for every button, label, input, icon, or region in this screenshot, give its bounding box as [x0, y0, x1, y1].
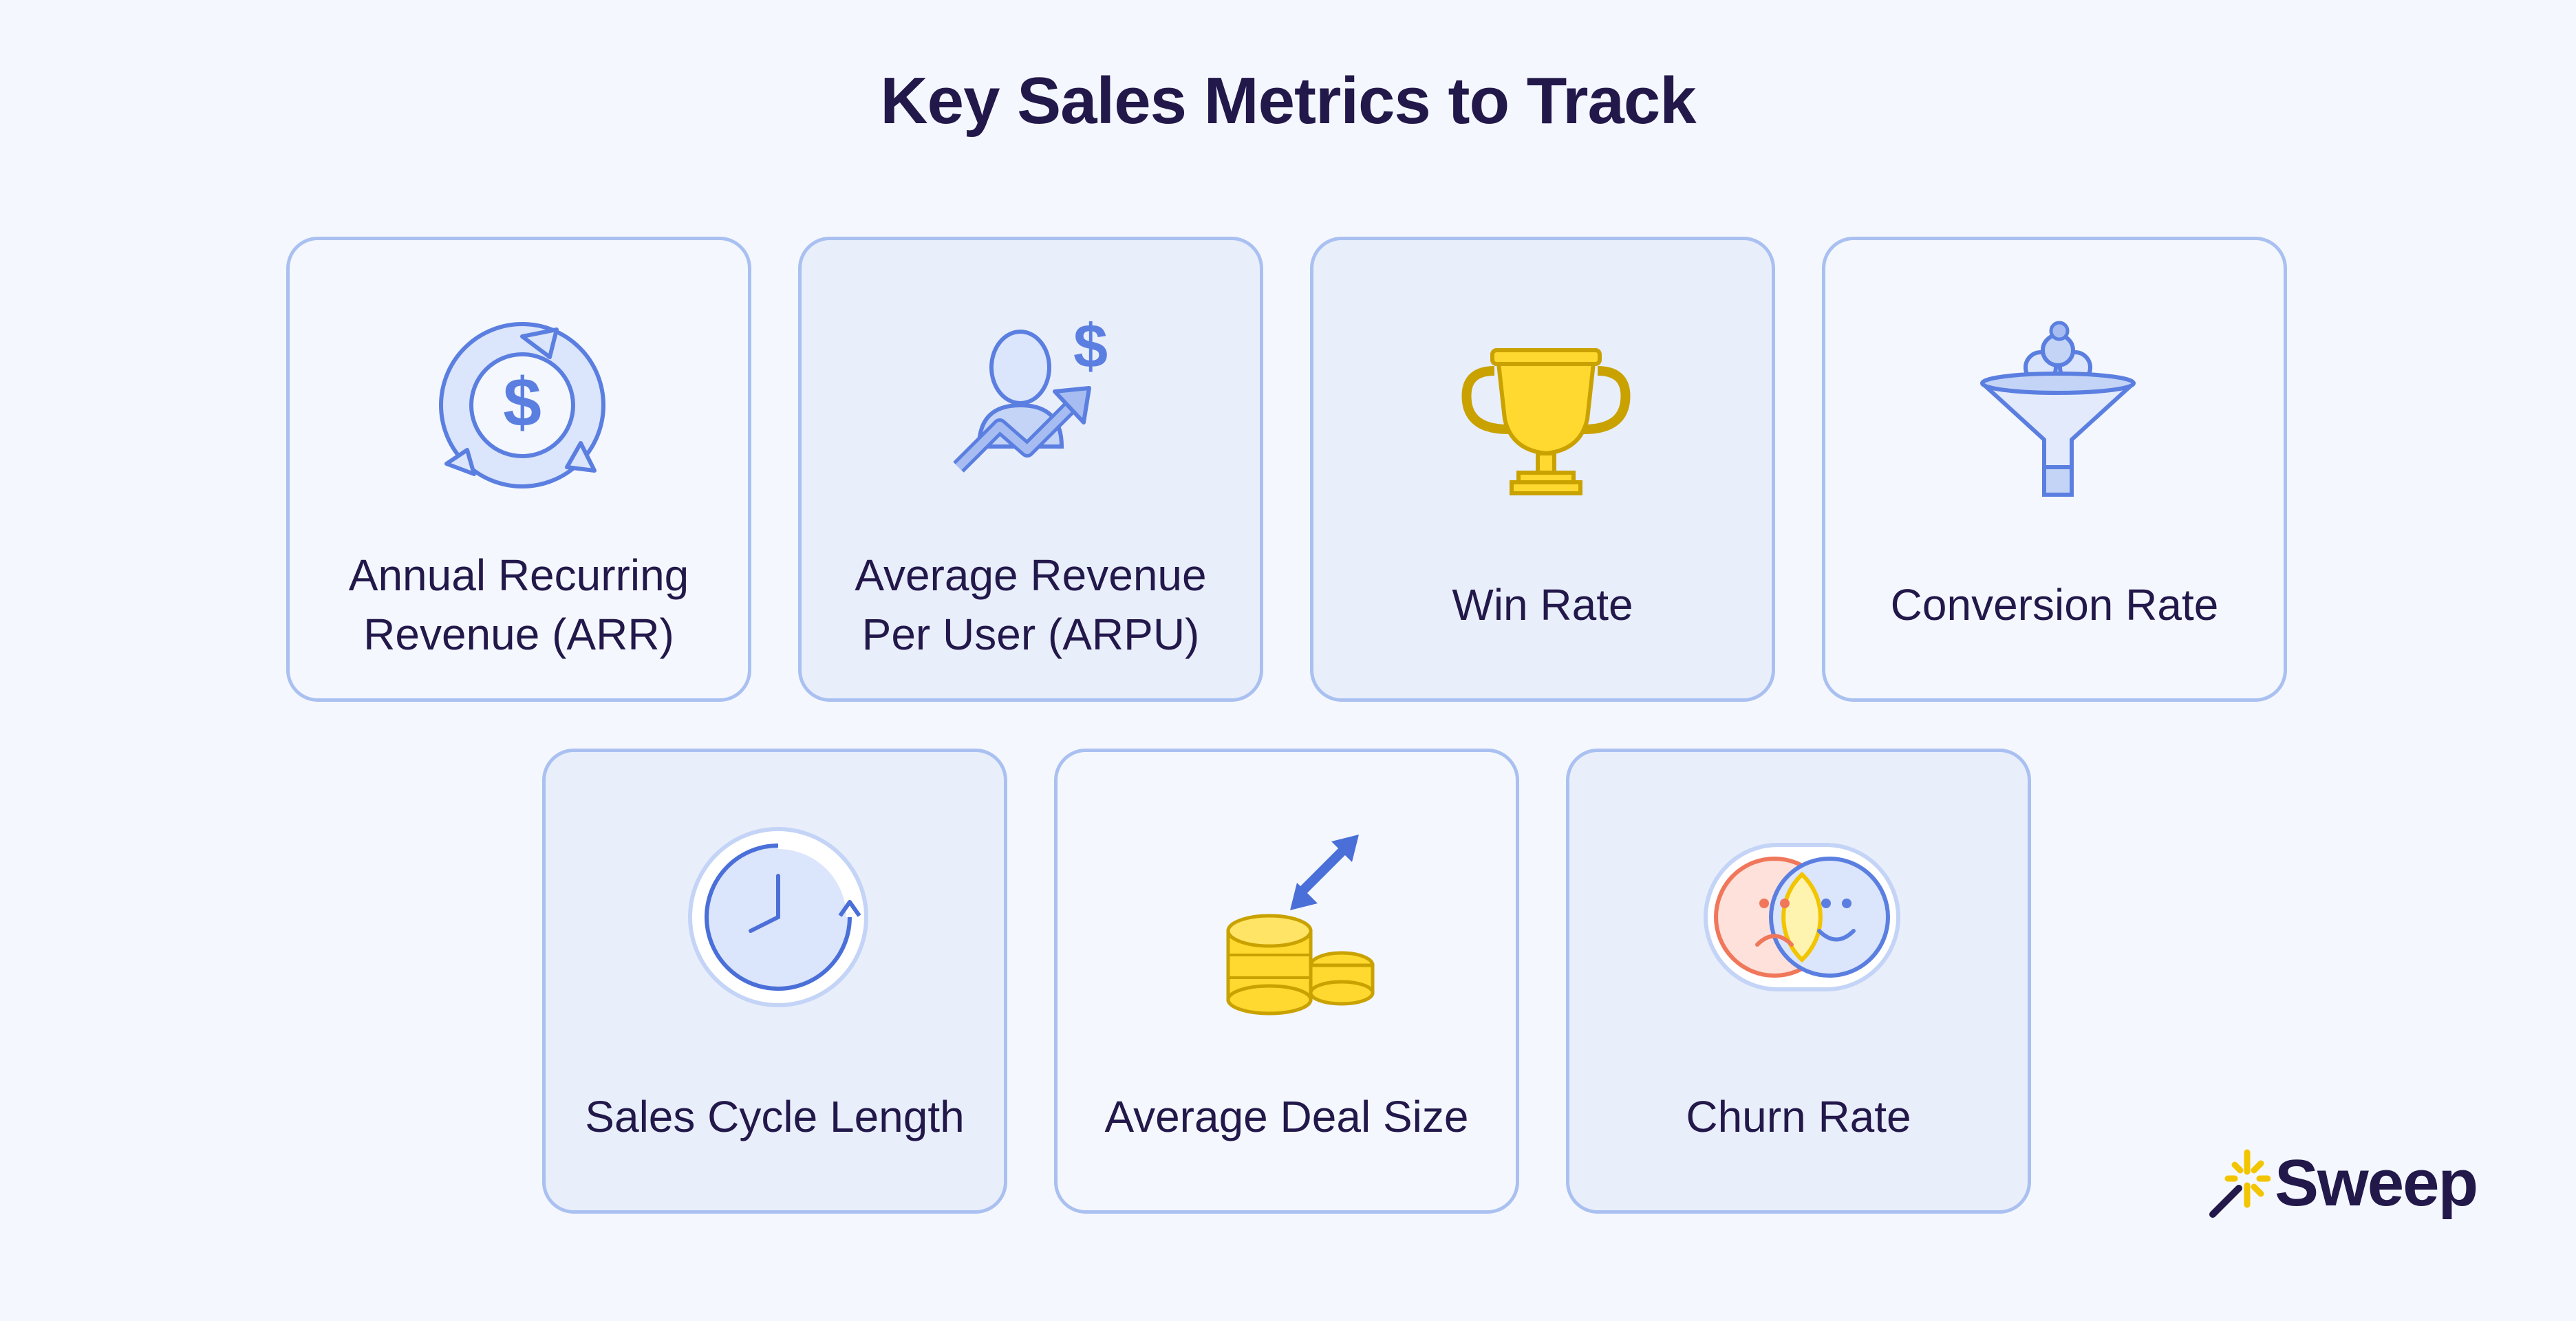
metric-label: Sales Cycle Length: [585, 1092, 965, 1141]
metric-label: Win Rate: [1452, 580, 1633, 630]
metric-card-churn-rate: Churn Rate: [1566, 749, 2031, 1214]
metric-card-arpu: $ Average Revenue Per User (ARPU): [798, 237, 1263, 702]
coins-icon: [1187, 814, 1393, 1020]
metric-label: Average Revenue Per User (ARPU): [855, 550, 1207, 659]
sad-happy-faces-icon: [1699, 814, 1905, 1020]
metric-card-win-rate: Win Rate: [1310, 237, 1775, 702]
trophy-icon: [1443, 302, 1649, 508]
metric-card-sales-cycle: Sales Cycle Length: [542, 749, 1007, 1214]
svg-text:$: $: [503, 364, 541, 441]
brand-name: Sweep: [2275, 1146, 2478, 1220]
metric-card-conversion-rate: Conversion Rate: [1822, 237, 2287, 702]
recurring-revenue-icon: $: [419, 302, 625, 508]
metric-label: Churn Rate: [1686, 1092, 1911, 1141]
svg-text:$: $: [1073, 312, 1108, 381]
sweep-logo: Sweep: [2207, 1142, 2478, 1225]
metric-label: Annual Recurring Revenue (ARR): [348, 550, 689, 659]
metric-card-arr: $ Annual Recurring Revenue (ARR): [286, 237, 751, 702]
clock-icon: [675, 814, 881, 1020]
metric-card-deal-size: Average Deal Size: [1054, 749, 1519, 1214]
sweep-logo-icon: [2209, 1149, 2271, 1218]
funnel-icon: [1955, 302, 2161, 508]
metric-label: Average Deal Size: [1104, 1092, 1469, 1141]
user-revenue-growth-icon: $: [931, 302, 1137, 508]
metric-label: Conversion Rate: [1890, 580, 2219, 630]
page-title: Key Sales Metrics to Track: [880, 64, 1696, 138]
